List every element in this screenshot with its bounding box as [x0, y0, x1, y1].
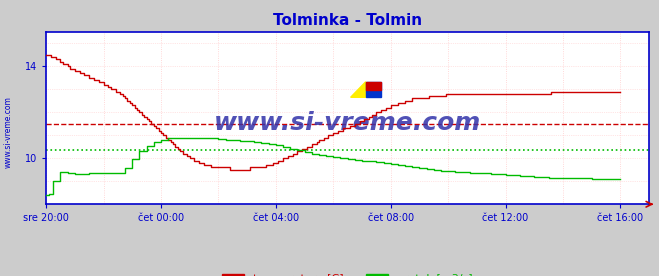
Bar — [366, 82, 381, 89]
Polygon shape — [366, 82, 381, 97]
Polygon shape — [351, 82, 366, 97]
Text: www.si-vreme.com: www.si-vreme.com — [214, 111, 481, 135]
Text: www.si-vreme.com: www.si-vreme.com — [4, 97, 13, 168]
Title: Tolminka - Tolmin: Tolminka - Tolmin — [273, 13, 422, 28]
Legend: temperatura [C], pretok [m3/s]: temperatura [C], pretok [m3/s] — [218, 269, 477, 276]
